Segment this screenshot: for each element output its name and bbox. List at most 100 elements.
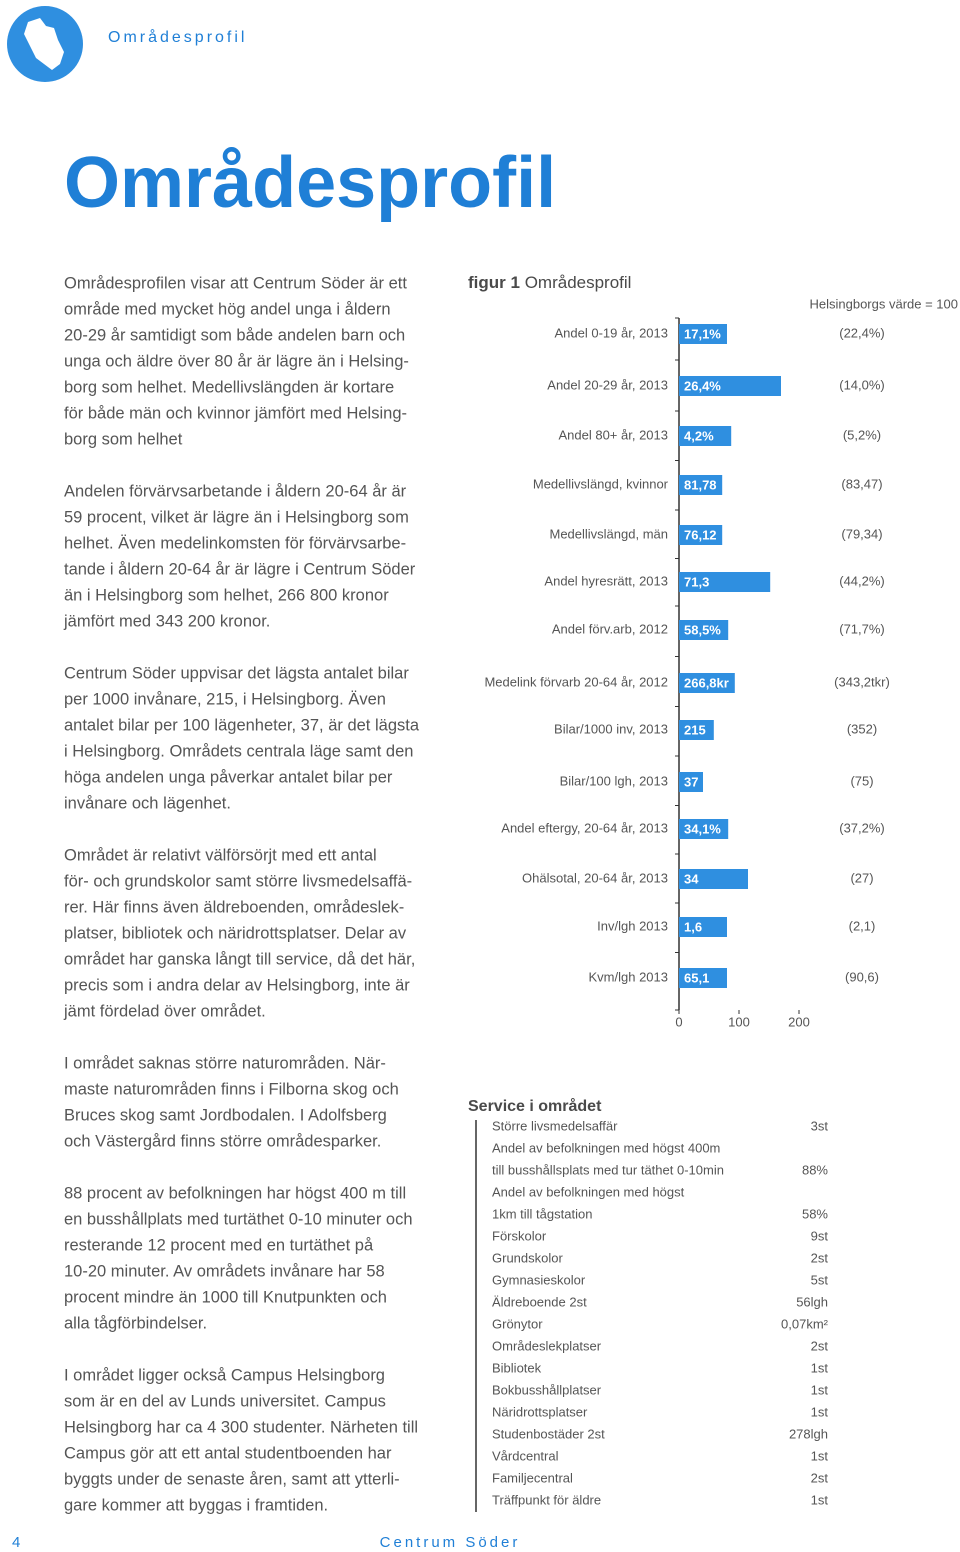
- paragraph-line: per 1000 invånare, 215, i Helsingborg. Ä…: [64, 690, 386, 708]
- footer-name: Centrum Söder: [380, 1534, 521, 1551]
- paragraph-line: för både män och kvinnor jämfört med Hel…: [64, 404, 407, 422]
- service-value: 2st: [811, 1250, 829, 1265]
- reference-value: (14,0%): [839, 377, 885, 392]
- page-title: Områdesprofil: [64, 143, 556, 223]
- bar-text: 34,1%: [684, 821, 721, 836]
- reference-value: (83,47): [841, 476, 882, 491]
- paragraph-line: borg som helhet: [64, 430, 183, 448]
- bar: [679, 324, 727, 344]
- paragraph-line: Centrum Söder uppvisar det lägsta antale…: [64, 664, 409, 682]
- paragraph-line: invånare och lägenhet.: [64, 794, 231, 812]
- bar: [679, 376, 781, 396]
- paragraph-line: jämfört med 343 200 kronor.: [63, 612, 270, 630]
- paragraph-line: byggts under de senaste åren, samt att y…: [64, 1470, 400, 1488]
- row-label: Andel 80+ år, 2013: [558, 427, 668, 442]
- page-number: 4: [12, 1534, 20, 1551]
- service-value: 2st: [811, 1470, 829, 1485]
- row-label: Inv/lgh 2013: [597, 918, 668, 933]
- service-item: till busshållsplats med tur täthet 0-10m…: [492, 1162, 724, 1177]
- reference-value: (343,2tkr): [834, 674, 890, 689]
- row-label: Bilar/100 lgh, 2013: [560, 773, 668, 788]
- service-item: Större livsmedelsaffär: [492, 1118, 618, 1133]
- service-value: 9st: [811, 1228, 829, 1243]
- bar: [679, 572, 771, 592]
- paragraph-line: 59 procent, vilket är lägre än i Helsing…: [64, 508, 409, 526]
- paragraph-line: maste naturområden finns i Filborna skog…: [64, 1080, 399, 1098]
- service-item: Familjecentral: [492, 1470, 573, 1485]
- service-value: 1st: [811, 1492, 829, 1507]
- paragraph-line: Området är relativt välförsörjt med ett …: [64, 846, 377, 864]
- reference-value: (71,7%): [839, 621, 885, 636]
- service-item: Bokbusshållplatser: [492, 1382, 602, 1397]
- service-item: Äldreboende 2st: [492, 1294, 587, 1309]
- service-value: 1st: [811, 1404, 829, 1419]
- paragraph-line: höga andelen unga påverkar antalet bilar…: [64, 768, 393, 786]
- service-item: Träffpunkt för äldre: [492, 1492, 601, 1507]
- service-item: Andel av befolkningen med högst 400m: [492, 1140, 720, 1155]
- bar-text: 266,8kr: [684, 675, 729, 690]
- bar-text: 26,4%: [684, 378, 721, 393]
- row-label: Medellivslängd, män: [549, 526, 668, 541]
- service-value: 5st: [811, 1272, 829, 1287]
- paragraph-line: gare kommer att byggas i framtiden.: [64, 1496, 328, 1514]
- service-item: Områdeslekplatser: [492, 1338, 602, 1353]
- section-label: Områdesprofil: [108, 28, 247, 46]
- paragraph-line: område med mycket hög andel unga i ålder…: [64, 300, 391, 318]
- bar: [679, 869, 748, 889]
- reference-value: (44,2%): [839, 573, 885, 588]
- paragraph-line: 20-29 år samtidigt som både andelen barn…: [64, 326, 405, 344]
- paragraph-line: Helsingborg har ca 4 300 studenter. Närh…: [64, 1418, 418, 1436]
- service-item: Näridrottsplatser: [492, 1404, 588, 1419]
- figure-name: Områdesprofil: [525, 273, 632, 292]
- paragraph-line: Bruces skog samt Jordbodalen. I Adolfsbe…: [64, 1106, 387, 1124]
- paragraph-line: resterande 12 procent med en turtäthet p…: [64, 1236, 374, 1254]
- row-label: Kvm/lgh 2013: [589, 969, 669, 984]
- bar-text: 17,1%: [684, 326, 721, 341]
- row-label: Medellivslängd, kvinnor: [533, 476, 669, 491]
- service-item: Gymnasieskolor: [492, 1272, 586, 1287]
- paragraph-line: och Västergård finns större områdesparke…: [64, 1132, 381, 1150]
- bar-text: 65,1: [684, 970, 709, 985]
- reference-value: (352): [847, 721, 877, 736]
- x-tick-label: 200: [788, 1014, 810, 1029]
- bar-text: 58,5%: [684, 622, 721, 637]
- paragraph-line: borg som helhet. Medellivslängden är kor…: [64, 378, 394, 396]
- row-label: Andel 20-29 år, 2013: [547, 377, 668, 392]
- reference-value: (5,2%): [843, 427, 881, 442]
- bar: [679, 968, 727, 988]
- service-value: 3st: [811, 1118, 829, 1133]
- bar: [679, 819, 729, 839]
- reference-note: Helsingborgs värde = 100: [809, 296, 958, 311]
- bar: [679, 475, 723, 495]
- service-value: 0,07km²: [781, 1316, 829, 1331]
- bar-text: 37: [684, 774, 698, 789]
- paragraph-line: i Helsingborg. Områdets centrala läge sa…: [64, 742, 413, 760]
- bar: [679, 525, 723, 545]
- service-value: 58%: [802, 1206, 828, 1221]
- bar: [679, 917, 727, 937]
- row-label: Medelink förvarb 20-64 år, 2012: [484, 674, 668, 689]
- paragraph-line: I området ligger också Campus Helsingbor…: [64, 1366, 385, 1384]
- reference-value: (75): [850, 773, 873, 788]
- service-item: Andel av befolkningen med högst: [492, 1184, 685, 1199]
- service-item: Grönytor: [492, 1316, 543, 1331]
- bar: [679, 720, 714, 740]
- figure-title: figur 1 Områdesprofil: [468, 273, 631, 292]
- reference-value: (79,34): [841, 526, 882, 541]
- service-item: Förskolor: [492, 1228, 547, 1243]
- reference-value: (27): [850, 870, 873, 885]
- bar-text: 215: [684, 722, 706, 737]
- bar: [679, 772, 703, 792]
- service-value: 1st: [811, 1448, 829, 1463]
- service-title: Service i området: [468, 1097, 602, 1115]
- service-item: 1km till tågstation: [492, 1206, 592, 1221]
- service-item: Bibliotek: [492, 1360, 542, 1375]
- paragraph-line: 10-20 minuter. Av områdets invånare har …: [64, 1262, 385, 1280]
- paragraph-line: som är en del av Lunds universitet. Camp…: [64, 1392, 386, 1410]
- figure-prefix: figur 1: [468, 273, 520, 292]
- row-label: Ohälsotal, 20-64 år, 2013: [522, 870, 668, 885]
- paragraph-line: tande i åldern 20-64 år är lägre i Centr…: [64, 560, 416, 578]
- paragraph-line: antalet bilar per 100 lägenheter, 37, är…: [64, 716, 420, 734]
- reference-value: (22,4%): [839, 325, 885, 340]
